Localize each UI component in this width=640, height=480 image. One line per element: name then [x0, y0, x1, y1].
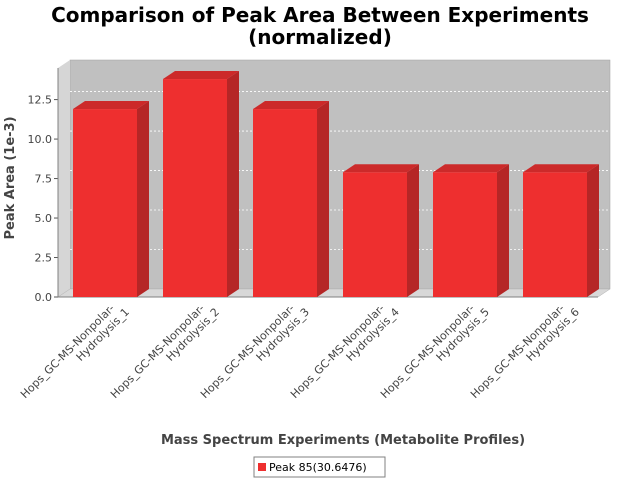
chart-title: Comparison of Peak Area Between Experime…: [51, 3, 589, 27]
bar: [433, 172, 497, 297]
y-tick-label: 5.0: [35, 212, 53, 225]
bar-side: [497, 164, 509, 297]
bar-top: [253, 101, 329, 110]
plot-background: [69, 59, 611, 290]
bar-top: [73, 101, 149, 110]
x-axis-label: Mass Spectrum Experiments (Metabolite Pr…: [161, 433, 525, 448]
plot-left-wall: [58, 60, 70, 297]
y-tick-label: 10.0: [28, 133, 53, 146]
legend-box: [253, 456, 386, 478]
bar: [343, 172, 407, 297]
bar-side: [587, 164, 599, 297]
plot-area: 0.0 2.5 5.0 7.5 10.0 12.5 Hops_GC-MS-Nonpolar-…: [18, 59, 611, 401]
bar-top: [433, 164, 509, 173]
bar-side: [407, 164, 419, 297]
bar-side: [227, 71, 239, 297]
bar: [73, 109, 137, 297]
legend: Peak 85(30.6476): [253, 456, 386, 478]
bar-top: [523, 164, 599, 173]
bar-top: [163, 71, 239, 80]
bar-side: [317, 101, 329, 297]
bar-top: [343, 164, 419, 173]
x-tick-label-line: Hops_GC-MS-Nonpolar-: [18, 302, 117, 401]
y-tick-label: 0.0: [35, 291, 53, 304]
bar-side: [137, 101, 149, 297]
legend-swatch: [258, 463, 266, 471]
chart-subtitle: (normalized): [248, 25, 392, 49]
bar: [523, 172, 587, 297]
legend-label: Peak 85(30.6476): [269, 461, 367, 474]
bar: [253, 109, 317, 297]
y-axis-label: Peak Area (1e-3): [3, 116, 18, 239]
y-tick-label: 7.5: [35, 173, 53, 186]
y-tick-label: 12.5: [28, 94, 53, 107]
bar: [163, 79, 227, 297]
y-tick-label: 2.5: [35, 252, 53, 265]
